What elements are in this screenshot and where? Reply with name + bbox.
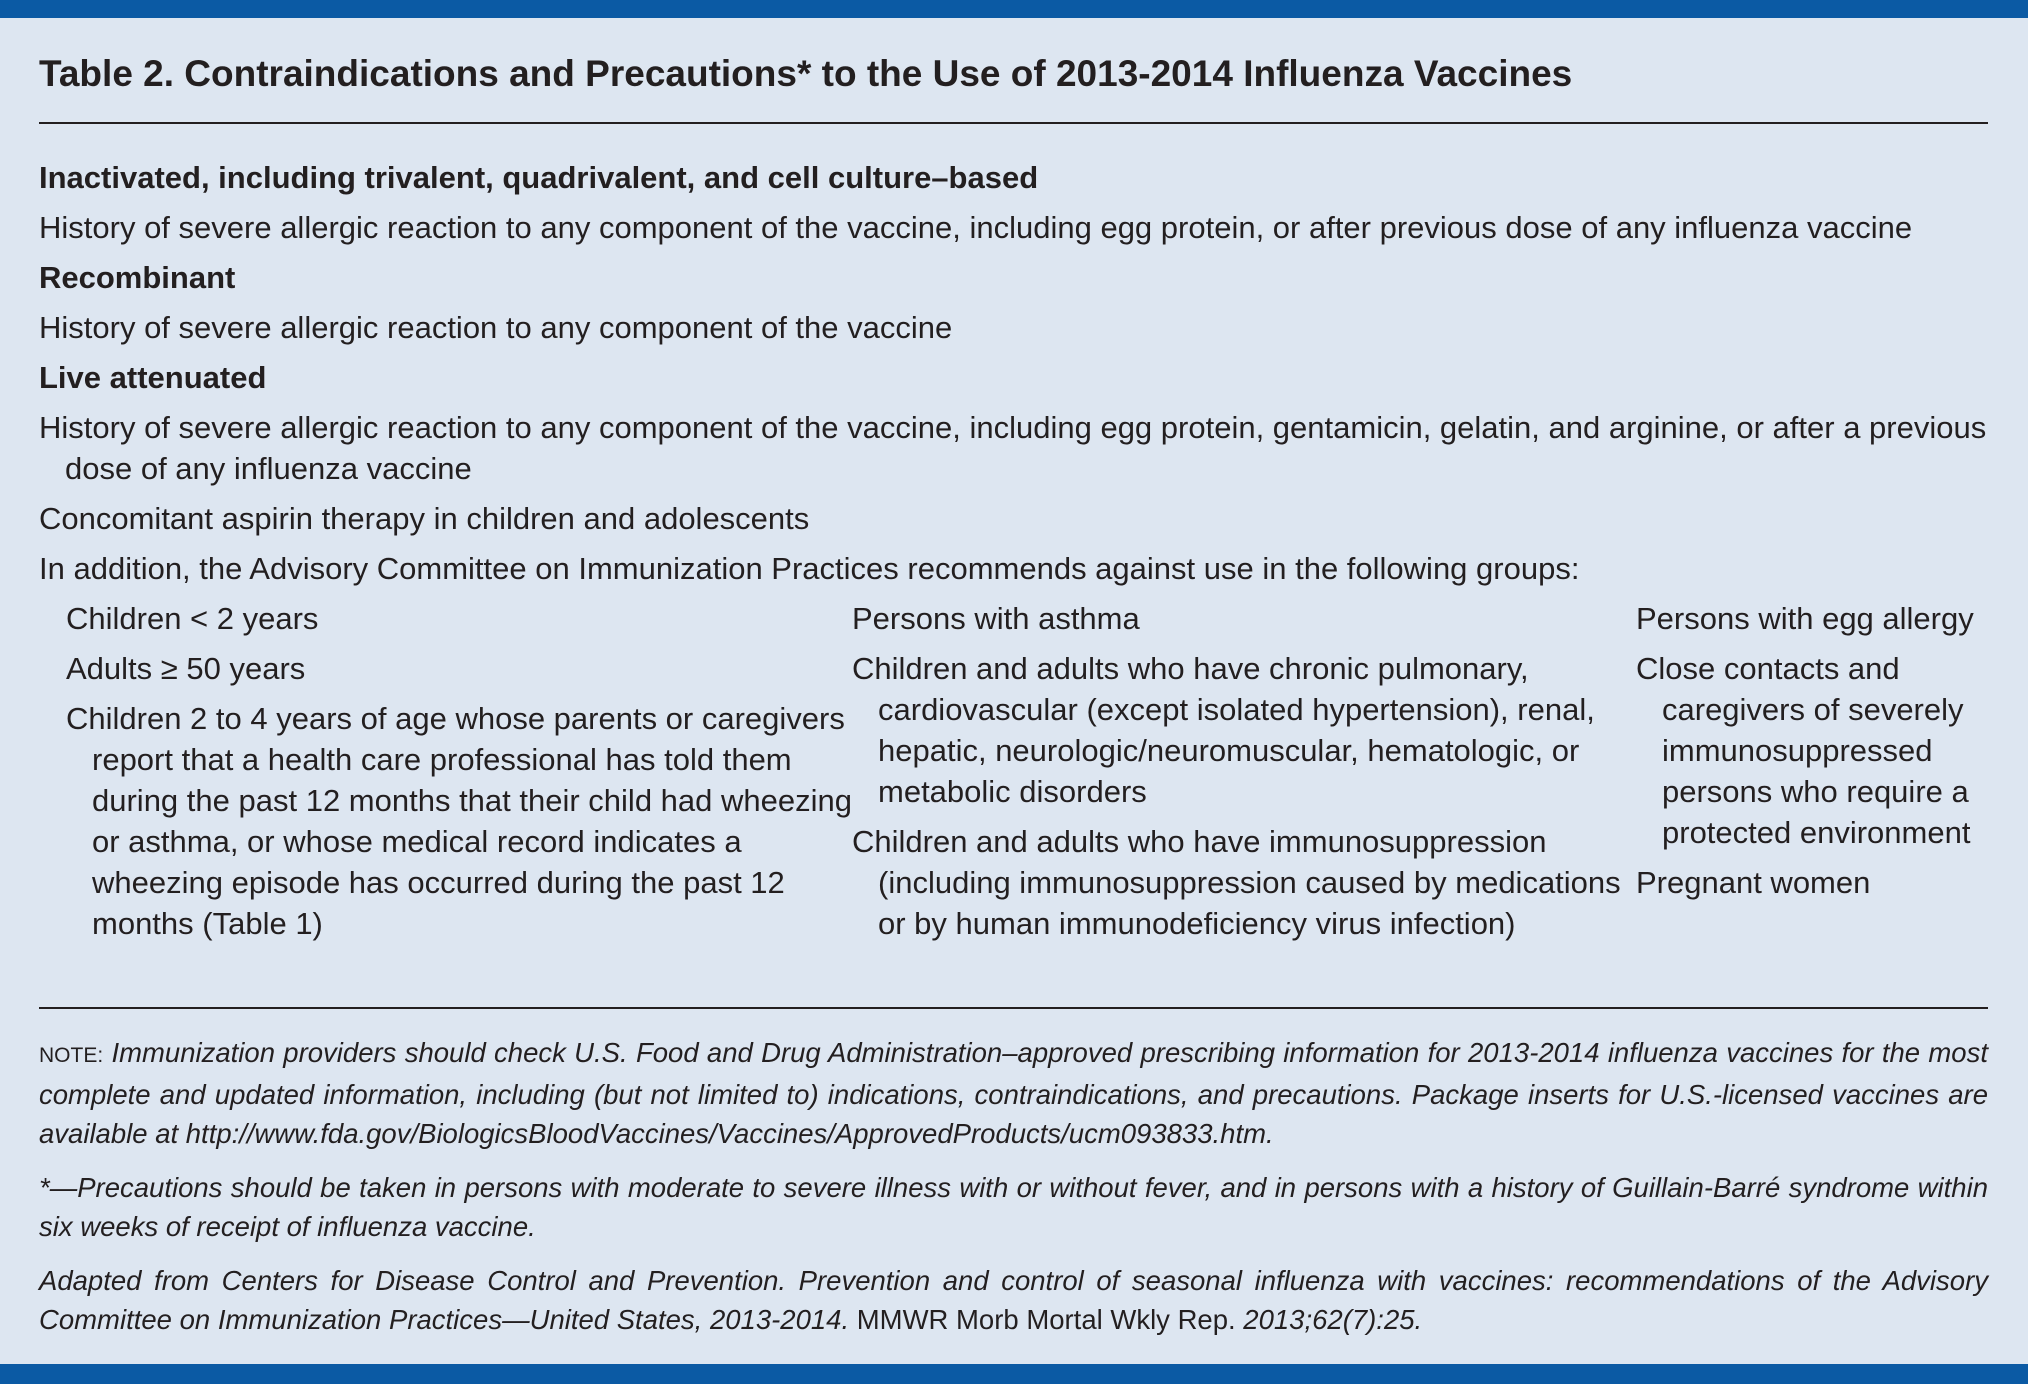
section-intro: In addition, the Advisory Committee on I… xyxy=(39,551,1580,586)
group-item: Persons with asthma xyxy=(852,601,1140,636)
citation: 2013;62(7):25. xyxy=(1243,1304,1423,1335)
section-item: History of severe allergic reaction to a… xyxy=(39,410,1987,486)
section-heading: Inactivated, including trivalent, quadri… xyxy=(39,160,1039,195)
source: Adapted from Centers for Disease Control… xyxy=(39,1261,1988,1339)
bottom-bar xyxy=(0,1364,2028,1384)
group-item: Close contacts and caregivers of severel… xyxy=(1636,651,1971,850)
group-columns: Children < 2 years Adults ≥ 50 years Child… xyxy=(66,589,1988,944)
group-column: Children < 2 years Adults ≥ 50 years Child… xyxy=(66,589,852,944)
journal: MMWR Morb Mortal Wkly Rep. xyxy=(856,1304,1236,1335)
group-item: Pregnant women xyxy=(1636,865,1871,900)
group-item: Persons with egg allergy xyxy=(1636,601,1974,636)
footnote: *—Precautions should be taken in persons… xyxy=(39,1172,1988,1242)
section-item: Concomitant aspirin therapy in children … xyxy=(39,501,810,536)
group-column: Persons with asthma Children and adults w… xyxy=(852,589,1636,944)
group-item: Children 2 to 4 years of age whose paren… xyxy=(66,701,852,941)
group-item: Adults ≥ 50 years xyxy=(66,651,306,686)
group-item: Children and adults who have immunosuppr… xyxy=(852,824,1621,941)
sections: Inactivated, including trivalent, quadri… xyxy=(39,157,1988,944)
table-body: Table 2. Contraindications and Precautio… xyxy=(39,18,1988,944)
rule xyxy=(39,1007,1988,1009)
section-heading: Live attenuated xyxy=(39,360,267,395)
group-item: Children and adults who have chronic pul… xyxy=(852,651,1595,809)
section-item: History of severe allergic reaction to a… xyxy=(39,210,1913,245)
note: NOTE: Immunization providers should chec… xyxy=(39,1033,1988,1153)
table-title: Table 2. Contraindications and Precautio… xyxy=(39,53,1573,94)
notes: NOTE: Immunization providers should chec… xyxy=(39,1007,1988,1339)
note-text: Immunization providers should check U.S.… xyxy=(39,1037,1988,1149)
section-heading: Recombinant xyxy=(39,260,236,295)
group-item: Children < 2 years xyxy=(66,601,319,636)
group-column: Persons with egg allergy Close contacts a… xyxy=(1636,589,1988,944)
rule xyxy=(39,122,1988,124)
note-label: NOTE: xyxy=(39,1044,104,1067)
top-bar xyxy=(0,0,2028,18)
section-item: History of severe allergic reaction to a… xyxy=(39,310,953,345)
source-text: Adapted from Centers for Disease Control… xyxy=(39,1265,1988,1335)
